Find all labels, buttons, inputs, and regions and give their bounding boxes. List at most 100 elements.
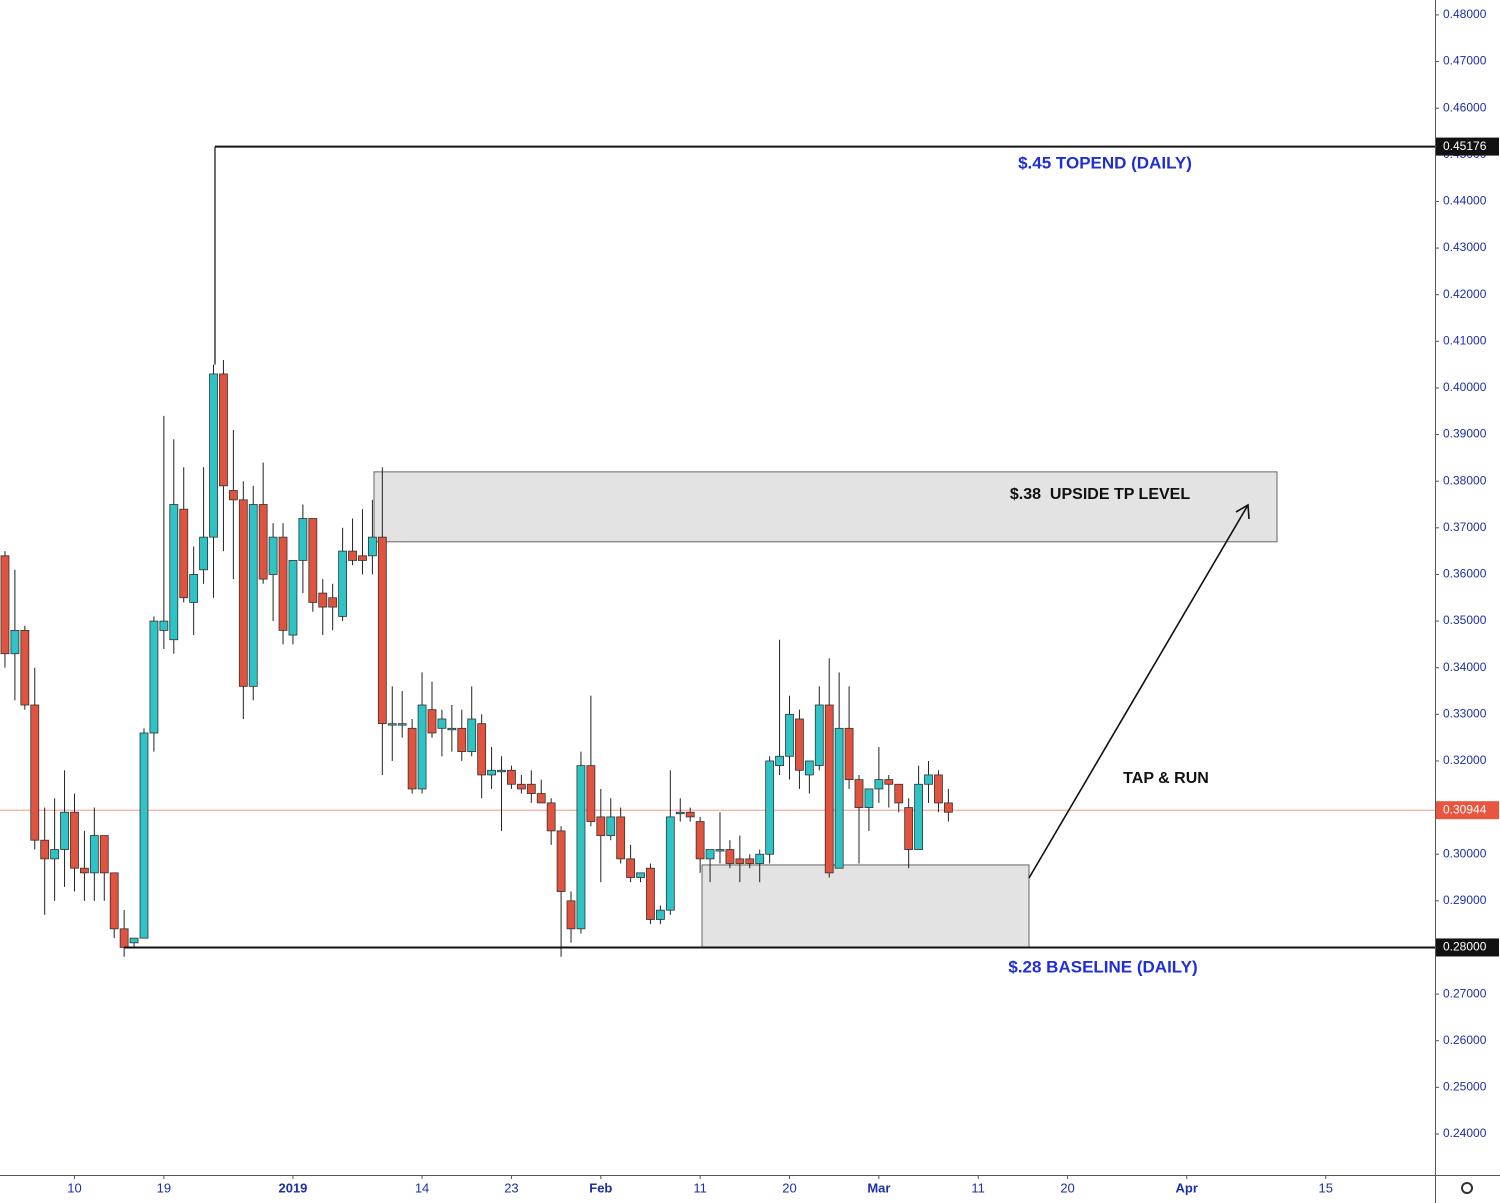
candle-body xyxy=(0,555,10,655)
candle-body xyxy=(934,774,943,804)
candle-body xyxy=(586,765,596,822)
candle-body xyxy=(914,783,923,850)
candle-body xyxy=(318,592,328,608)
candle-body xyxy=(219,373,228,487)
candle-body xyxy=(874,779,884,790)
y-tick-label: 0.33000 xyxy=(1443,706,1487,720)
candle-body xyxy=(80,867,89,874)
y-tick-label: 0.43000 xyxy=(1443,240,1487,254)
x-tick-label: 11 xyxy=(971,1180,985,1195)
candle-body xyxy=(70,811,79,869)
annotation: TAP & RUN xyxy=(1123,770,1209,787)
candle-body xyxy=(298,518,308,561)
candle-body xyxy=(328,597,338,608)
candle-body xyxy=(516,783,526,790)
candle-body xyxy=(109,872,119,930)
candle-body xyxy=(834,727,844,869)
candle-body xyxy=(368,536,377,557)
arrow-head xyxy=(1235,503,1250,520)
candle-body xyxy=(646,867,655,920)
zone xyxy=(373,471,1278,543)
candle-body xyxy=(626,858,636,878)
candle-body xyxy=(119,928,129,948)
candle-body xyxy=(795,718,804,771)
price-tag xyxy=(1436,938,1499,957)
candle-body xyxy=(665,816,675,911)
candle-body xyxy=(258,504,268,580)
x-tick-label: 19 xyxy=(157,1180,171,1195)
y-tick-label: 0.46000 xyxy=(1443,100,1487,114)
candle-body xyxy=(715,849,725,852)
candle-body xyxy=(497,769,506,773)
candle-body xyxy=(129,937,139,944)
candle-body xyxy=(655,909,665,920)
candle-body xyxy=(377,536,387,725)
x-tick-label: 20 xyxy=(782,1180,796,1195)
y-tick-label: 0.48000 xyxy=(1443,7,1487,21)
candle-body xyxy=(775,755,784,767)
price-tag-label: 0.30944 xyxy=(1443,802,1487,816)
candle-body xyxy=(99,835,109,874)
candle-body xyxy=(457,727,467,753)
candle-body xyxy=(89,835,99,874)
y-tick-label: 0.40000 xyxy=(1443,380,1487,394)
candle-body xyxy=(179,508,189,599)
annotation: $.38 UPSIDE TP LEVEL xyxy=(1010,486,1190,503)
zone xyxy=(701,864,1030,948)
x-tick-label: 14 xyxy=(415,1180,429,1195)
candle-body xyxy=(556,830,566,892)
candle-body xyxy=(755,853,765,864)
candle-body xyxy=(546,802,556,832)
candle-body xyxy=(854,779,864,808)
candle-body xyxy=(765,760,775,855)
candle-body xyxy=(636,872,645,878)
candle-body xyxy=(50,849,60,860)
candle-body xyxy=(526,783,536,794)
candle-body xyxy=(447,727,457,731)
candle-body xyxy=(566,900,576,930)
settings-icon[interactable] xyxy=(1461,1182,1473,1194)
y-tick-label: 0.35000 xyxy=(1443,613,1487,627)
arrow xyxy=(1028,504,1249,879)
candle-body xyxy=(30,704,40,841)
candle-body xyxy=(804,760,814,776)
candle-body xyxy=(20,629,30,706)
candle-body xyxy=(159,620,169,631)
candle-body xyxy=(576,765,586,930)
candle-body xyxy=(10,629,20,655)
candle-body xyxy=(536,793,546,804)
candle-body xyxy=(695,821,705,860)
y-tick-label: 0.32000 xyxy=(1443,753,1487,767)
y-tick-label: 0.24000 xyxy=(1443,1126,1487,1140)
candle-body xyxy=(40,839,50,860)
candle-body xyxy=(338,550,348,617)
candle-body xyxy=(904,807,914,850)
candle-body xyxy=(139,732,149,939)
y-tick-label: 0.38000 xyxy=(1443,473,1487,487)
candle-body xyxy=(477,723,487,776)
candle-body xyxy=(248,504,258,687)
candle-body xyxy=(238,499,248,687)
candle-body xyxy=(824,704,834,874)
candle-body xyxy=(596,816,606,836)
gear[interactable] xyxy=(1461,1182,1473,1194)
candle-body xyxy=(467,718,477,753)
candle-body xyxy=(228,490,238,501)
candle-body xyxy=(943,802,953,813)
candle-body xyxy=(884,779,894,785)
price-tag-label: 0.45176 xyxy=(1443,139,1487,153)
y-tick-label: 0.41000 xyxy=(1443,333,1487,347)
candle-body xyxy=(437,718,447,729)
candle-body xyxy=(487,769,496,776)
annotation: $.45 TOPEND (DAILY) xyxy=(1018,153,1192,172)
x-tick-label: 11 xyxy=(693,1180,707,1195)
y-tick-label: 0.26000 xyxy=(1443,1033,1487,1047)
y-tick-label: 0.42000 xyxy=(1443,287,1487,301)
x-tick-label: 23 xyxy=(504,1180,518,1195)
candle-body xyxy=(278,536,288,631)
candle-body xyxy=(397,723,407,726)
y-tick-label: 0.47000 xyxy=(1443,54,1487,68)
